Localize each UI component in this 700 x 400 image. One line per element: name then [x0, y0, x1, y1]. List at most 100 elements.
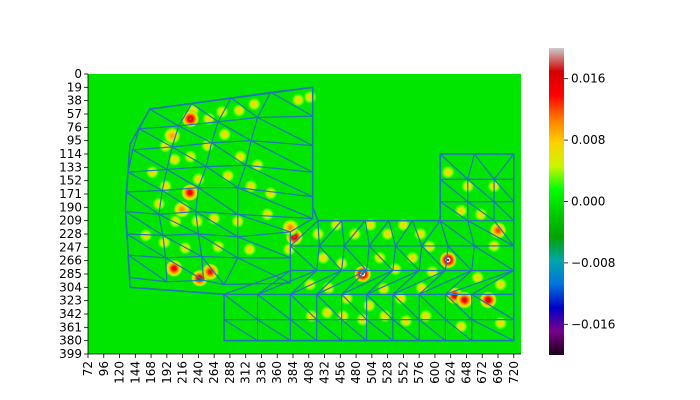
mesh-edge — [341, 245, 345, 271]
mesh-edge — [166, 168, 199, 189]
mesh-edge — [237, 257, 291, 284]
mesh-edge — [439, 220, 449, 247]
mesh-edge — [444, 245, 449, 271]
y-tick-label: 323 — [59, 294, 82, 308]
y-tick-label: 76 — [67, 120, 82, 134]
mesh-edge — [223, 269, 291, 295]
mesh-edge — [343, 220, 366, 247]
mesh-edge — [158, 214, 164, 236]
mesh-edge — [164, 257, 168, 282]
mesh-edge — [418, 319, 446, 342]
mesh-edge — [341, 269, 394, 295]
mesh-edge — [445, 319, 473, 342]
mesh-edge — [126, 233, 166, 259]
mesh-edge — [392, 293, 420, 321]
mesh-edge — [201, 255, 238, 259]
heatmap-bump — [151, 196, 166, 211]
mesh-edge — [471, 319, 515, 342]
heatmap-peak — [479, 290, 498, 309]
heatmap-bump — [263, 186, 278, 201]
mesh-edge — [166, 146, 173, 170]
mesh-edge — [418, 293, 446, 321]
mesh-edge — [421, 220, 441, 247]
mesh-edge — [316, 245, 320, 271]
mesh-edge — [237, 165, 247, 188]
mesh-edge — [124, 211, 128, 235]
heatmap-bump — [233, 149, 248, 164]
x-tick-label: 72 — [81, 361, 95, 376]
mesh-edge — [318, 220, 343, 247]
mesh-edge — [126, 189, 163, 193]
x-tick-label: 600 — [428, 361, 442, 384]
y-tick-label: 114 — [59, 147, 82, 161]
mesh-edge — [205, 142, 213, 167]
mesh-edge — [439, 220, 475, 247]
y-tick-label: 171 — [59, 187, 82, 201]
mesh-edge — [165, 255, 202, 259]
mesh-edge — [125, 191, 160, 215]
mesh-edge — [493, 201, 515, 222]
mesh-edge — [368, 245, 394, 271]
mesh-edge — [128, 254, 166, 259]
y-tick-label: 133 — [59, 160, 82, 174]
heatmap-bump — [310, 227, 325, 241]
x-tick-label: 384 — [286, 361, 300, 384]
heatmap-bump — [207, 211, 222, 226]
mesh-edge — [165, 257, 204, 281]
mesh-edge — [125, 210, 160, 215]
mesh-edge — [493, 178, 515, 203]
mesh-edge — [257, 270, 291, 295]
y-tick-label: 0 — [74, 67, 82, 81]
mesh-edge — [197, 233, 203, 257]
mesh-edge — [471, 269, 515, 295]
mesh-edge — [230, 97, 258, 118]
x-tick-label: 552 — [396, 361, 410, 384]
heatmap-bump — [167, 152, 182, 167]
heatmap-bump — [232, 103, 247, 118]
y-tick-label: 361 — [59, 320, 82, 334]
mesh-edge — [316, 293, 343, 321]
x-tick-label: 264 — [207, 361, 221, 384]
heatmap-bump — [145, 165, 160, 180]
x-tick-label: 312 — [239, 361, 253, 384]
heatmap-peak-center — [446, 258, 450, 262]
mesh-edge — [205, 166, 239, 189]
heatmap-bump — [291, 92, 306, 107]
mesh-edge — [250, 117, 259, 141]
mesh-edge — [289, 270, 318, 295]
mesh-edge — [223, 319, 258, 342]
heatmap-bump — [339, 291, 354, 306]
mesh-edge — [341, 319, 367, 342]
mesh-edge — [366, 270, 394, 295]
y-tick-label: 190 — [59, 200, 82, 214]
mesh-edge — [368, 220, 390, 247]
heatmap-bump — [372, 250, 387, 265]
x-tick-label: 696 — [491, 361, 505, 384]
y-tick-label: 304 — [59, 280, 82, 294]
mesh-edge — [161, 189, 197, 213]
heatmap-bump — [217, 127, 232, 142]
heatmap-bump — [493, 277, 508, 292]
mesh-edge — [447, 245, 473, 271]
colorbar-gradient — [549, 48, 564, 355]
heatmap-bump — [393, 291, 408, 306]
mesh-edge — [206, 164, 246, 168]
heatmap-peak — [455, 290, 474, 309]
mesh-edge — [210, 121, 219, 143]
mesh-edge — [392, 269, 446, 295]
mesh-edge — [418, 270, 446, 295]
heatmap-peak — [165, 259, 184, 278]
mesh-edge — [471, 293, 515, 321]
heatmap-bump — [470, 270, 485, 285]
mesh-edge — [245, 164, 313, 198]
mesh-edge — [270, 86, 313, 93]
heatmap-bump — [388, 262, 403, 277]
mesh-edge — [211, 142, 247, 166]
heatmap-bump — [191, 172, 206, 187]
x-tick-label: 672 — [475, 361, 489, 384]
mesh-edge — [162, 234, 202, 257]
mesh-edge — [439, 178, 469, 203]
mesh-edge — [366, 293, 394, 321]
mesh-edge — [250, 140, 313, 173]
mesh-edge — [127, 255, 131, 278]
